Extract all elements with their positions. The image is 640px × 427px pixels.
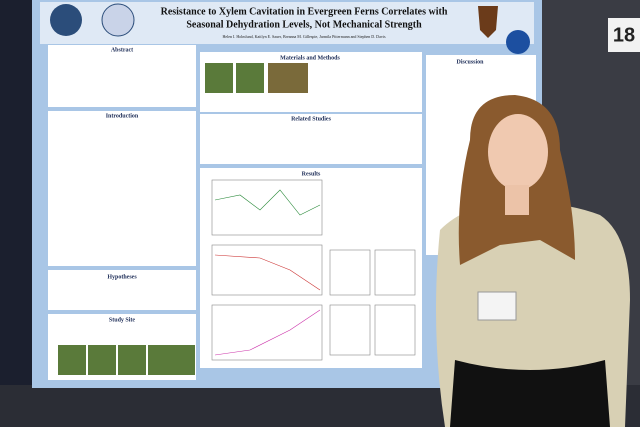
plot: [211, 179, 323, 236]
plot: [329, 249, 371, 296]
poster-authors: Helen I. Holmlund, Kaitlyn E. Sauer, Bre…: [222, 34, 385, 40]
section-heading: Study Site: [109, 317, 136, 323]
board-number: 18: [613, 24, 635, 46]
photo: [268, 63, 308, 93]
panel: [200, 168, 422, 368]
photos: [58, 63, 308, 375]
poster-title: Resistance to Xylem Cavitation in Evergr…: [161, 6, 448, 17]
section-heading: Results: [302, 171, 321, 177]
plots: [211, 179, 416, 361]
section-heading: Materials and Methods: [280, 55, 340, 61]
section-heading: Hypotheses: [107, 274, 137, 280]
person: [436, 95, 630, 427]
logo: [506, 30, 530, 54]
name-badge: [477, 291, 517, 321]
photo: [88, 345, 116, 375]
photo: [118, 345, 146, 375]
plot: [211, 304, 323, 361]
board-number-card: [608, 18, 640, 52]
section-heading: Discussion: [456, 59, 484, 65]
plot: [374, 249, 416, 296]
logo: [478, 6, 498, 38]
section-heading: Related Studies: [291, 116, 332, 122]
plot-line: [214, 254, 321, 291]
section-heading: Introduction: [106, 113, 139, 119]
plot-line: [214, 309, 321, 356]
plot: [211, 244, 323, 296]
skirt: [450, 360, 610, 427]
panel: [200, 114, 422, 164]
panel: [48, 111, 196, 266]
section-heading: Abstract: [111, 47, 133, 53]
face: [488, 114, 548, 190]
panel: [48, 270, 196, 310]
plot-line: [214, 189, 321, 216]
logo: [50, 4, 82, 36]
logo: [101, 3, 135, 37]
photo: [205, 63, 233, 93]
poster-title: Seasonal Dehydration Levels, Not Mechani…: [186, 19, 422, 30]
panel: [48, 45, 196, 107]
photo: [175, 345, 195, 375]
plot: [329, 304, 371, 356]
photo: [148, 345, 176, 375]
neck: [505, 185, 529, 215]
plot: [374, 304, 416, 356]
photo: [236, 63, 264, 93]
photo: [58, 345, 86, 375]
